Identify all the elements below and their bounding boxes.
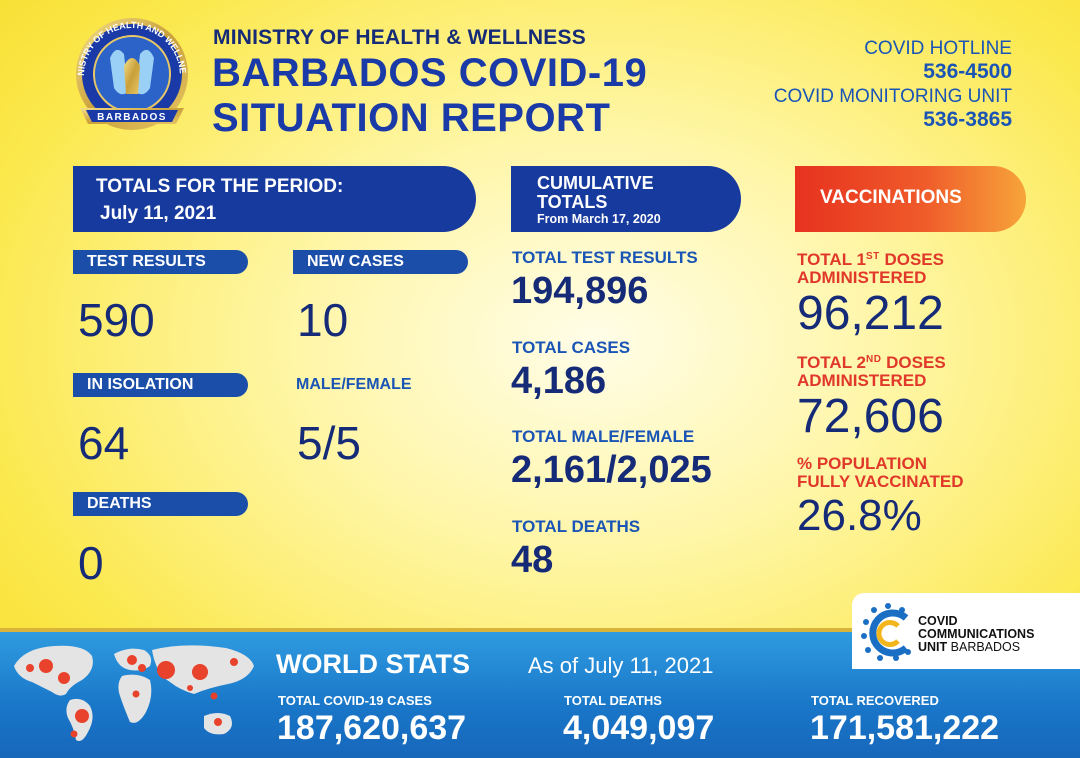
- test-results-value: 590: [78, 294, 155, 346]
- total-cases-value: 4,186: [511, 360, 607, 402]
- isolation-value: 64: [78, 417, 130, 469]
- cumulative-banner-line2: TOTALS: [537, 192, 608, 212]
- svg-text:BARBADOS: BARBADOS: [97, 112, 167, 123]
- ministry-name: MINISTRY OF HEALTH & WELLNESS: [213, 26, 586, 49]
- deaths-label: DEATHS: [73, 492, 248, 516]
- total-deaths-value: 48: [511, 539, 554, 581]
- comm-unit-line1: COVID: [918, 614, 958, 628]
- monitoring-label: COVID MONITORING UNIT: [773, 86, 1012, 107]
- test-results-label: TEST RESULTS: [73, 250, 248, 274]
- second-doses-value: 72,606: [797, 390, 944, 443]
- virus-icon: [26, 655, 238, 738]
- world-divider: [0, 628, 1080, 633]
- world-stats-date: As of July 11, 2021: [528, 653, 714, 678]
- world-cases-label: TOTAL COVID-19 CASES: [278, 693, 432, 708]
- total-tests-value: 194,896: [511, 270, 649, 312]
- world-deaths-label: TOTAL DEATHS: [564, 693, 662, 708]
- hotline-label: COVID HOTLINE: [864, 38, 1012, 59]
- male-female-value: 5/5: [297, 417, 361, 469]
- total-male-female-label: TOTAL MALE/FEMALE: [512, 427, 695, 446]
- world-recovered-value: 171,581,222: [810, 709, 1000, 747]
- fully-vaccinated-label: % POPULATION FULLY VACCINATED: [797, 454, 964, 491]
- hotline-number: 536-4500: [923, 60, 1012, 83]
- deaths-value: 0: [78, 537, 104, 589]
- cumulative-banner-line1: CUMULATIVE: [537, 173, 654, 193]
- new-cases-label: NEW CASES: [293, 250, 468, 274]
- new-cases-value: 10: [297, 294, 349, 346]
- comm-unit-line3: UNIT BARBADOS: [918, 640, 1021, 654]
- fully-vaccinated-value: 26.8%: [797, 491, 922, 540]
- total-tests-label: TOTAL TEST RESULTS: [512, 248, 698, 267]
- report-title-line2: SITUATION REPORT: [212, 96, 611, 140]
- isolation-label: IN ISOLATION: [73, 373, 248, 397]
- world-stats-title: WORLD STATS: [276, 649, 470, 679]
- period-banner: [73, 166, 476, 232]
- cumulative-banner-date: From March 17, 2020: [537, 212, 661, 226]
- world-map-icon: [14, 645, 254, 741]
- ministry-seal-icon: MINISTRY OF HEALTH AND WELLNESS BARBADOS: [66, 14, 188, 130]
- male-female-label: MALE/FEMALE: [296, 376, 412, 393]
- period-banner-date: July 11, 2021: [100, 203, 217, 224]
- first-doses-value: 96,212: [797, 287, 944, 340]
- report-title-line1: BARBADOS COVID-19: [212, 51, 648, 95]
- second-doses-label: TOTAL 2ND DOSES ADMINISTERED: [797, 353, 946, 390]
- world-recovered-label: TOTAL RECOVERED: [811, 693, 939, 708]
- comm-unit-line2: COMMUNICATIONS: [918, 627, 1035, 641]
- vaccinations-banner: [795, 166, 1026, 232]
- total-male-female-value: 2,161/2,025: [511, 449, 712, 491]
- total-deaths-label: TOTAL DEATHS: [512, 517, 641, 536]
- total-cases-label: TOTAL CASES: [512, 338, 631, 357]
- cumulative-banner: [511, 166, 741, 232]
- world-deaths-value: 4,049,097: [563, 709, 715, 747]
- hands-icon: [110, 49, 154, 95]
- ccu-logo-icon: [861, 603, 911, 661]
- first-doses-label: TOTAL 1ST DOSES ADMINISTERED: [797, 250, 944, 287]
- period-banner-title: TOTALS FOR THE PERIOD:: [96, 176, 344, 197]
- vaccinations-banner-label: VACCINATIONS: [820, 187, 962, 208]
- world-cases-value: 187,620,637: [277, 709, 467, 747]
- monitoring-number: 536-3865: [923, 108, 1012, 131]
